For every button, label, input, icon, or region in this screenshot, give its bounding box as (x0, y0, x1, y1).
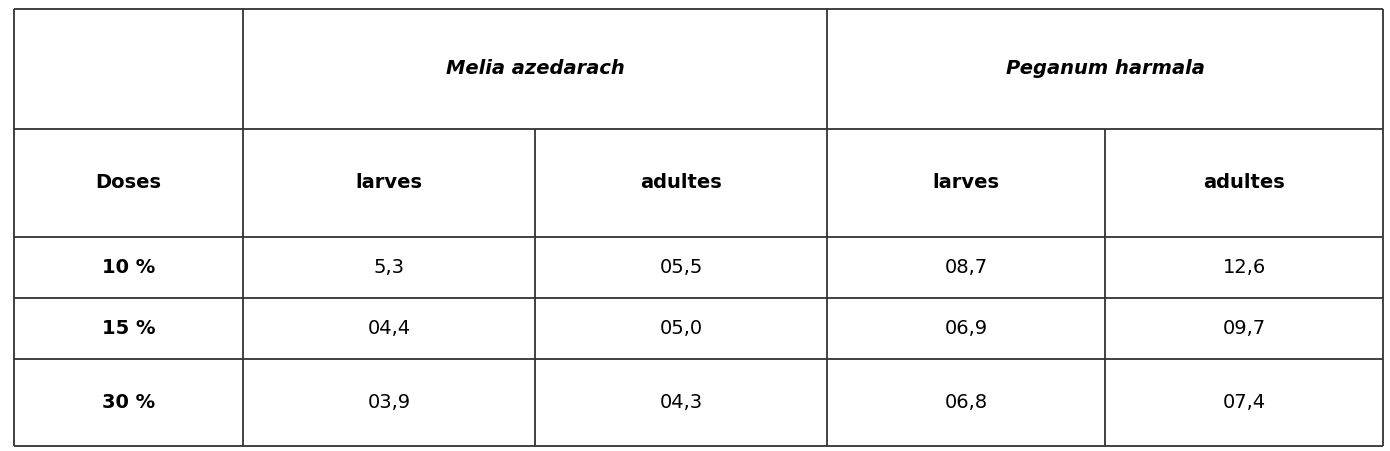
Text: 06,8: 06,8 (944, 393, 988, 412)
Text: 5,3: 5,3 (374, 258, 404, 277)
Text: larves: larves (933, 173, 999, 192)
Text: adultes: adultes (1204, 173, 1284, 192)
Text: Doses: Doses (96, 173, 161, 192)
Text: Melia azedarach: Melia azedarach (446, 59, 624, 78)
Text: 05,0: 05,0 (659, 318, 703, 338)
Text: 09,7: 09,7 (1222, 318, 1266, 338)
Text: 04,4: 04,4 (367, 318, 411, 338)
Text: adultes: adultes (641, 173, 721, 192)
Text: 04,3: 04,3 (659, 393, 703, 412)
Text: 30 %: 30 % (101, 393, 156, 412)
Text: 05,5: 05,5 (659, 258, 703, 277)
Text: 10 %: 10 % (101, 258, 156, 277)
Text: 15 %: 15 % (101, 318, 156, 338)
Text: 08,7: 08,7 (944, 258, 988, 277)
Text: larves: larves (356, 173, 423, 192)
Text: 07,4: 07,4 (1222, 393, 1266, 412)
Text: 12,6: 12,6 (1222, 258, 1266, 277)
Text: 03,9: 03,9 (367, 393, 411, 412)
Text: Peganum harmala: Peganum harmala (1005, 59, 1205, 78)
Text: 06,9: 06,9 (944, 318, 988, 338)
